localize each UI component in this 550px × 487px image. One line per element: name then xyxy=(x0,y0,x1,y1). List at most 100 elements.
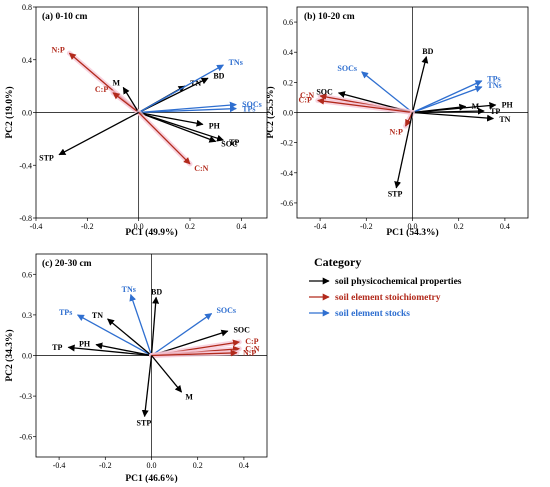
vector-tn: TN xyxy=(92,311,152,356)
vector-label: C:N xyxy=(245,344,259,353)
panel-title: (c) 20-30 cm xyxy=(42,258,92,269)
legend-label-stoichiometry: soil element stoichiometry xyxy=(335,293,441,303)
vector-arrow xyxy=(150,296,160,356)
vector-tp: TP xyxy=(138,111,239,147)
x-tick-label: -0.4 xyxy=(314,222,327,231)
legend: Category soil physicochemical properties… xyxy=(309,255,462,319)
vector-label: N:P xyxy=(243,349,256,358)
x-tick-label: 0.0 xyxy=(147,461,157,470)
vector-arrow xyxy=(412,107,485,115)
x-tick-label: 0.4 xyxy=(236,222,246,231)
vector-arrow xyxy=(138,111,225,142)
vector-tp: TP xyxy=(52,343,152,357)
vector-arrow xyxy=(412,102,497,114)
x-tick-label: -0.4 xyxy=(30,222,43,231)
vector-ph: PH xyxy=(412,100,514,114)
x-axis-label: PC1 (54.3%) xyxy=(386,227,438,238)
vector-socs: SOCs xyxy=(138,100,262,114)
vector-arrow xyxy=(138,111,204,127)
y-tick-label: 0.0 xyxy=(22,352,32,361)
legend-item-physicochemical: soil physicochemical properties xyxy=(309,277,462,287)
vector-arrow xyxy=(412,111,495,122)
y-tick-label: 0.2 xyxy=(283,78,293,87)
vector-m: M xyxy=(150,355,193,402)
vector-label: SOCs xyxy=(337,64,357,73)
x-tick-label: 0.2 xyxy=(193,461,203,470)
panel-3: -0.4 -0.2 0.0 0.2 0.4 -0.6 -0.3 0.0 0.3 0.6 (c) 20… xyxy=(4,253,268,484)
legend-title: Category xyxy=(314,255,361,269)
y-tick-label: 0.0 xyxy=(283,109,293,118)
vector-arrow xyxy=(67,344,152,357)
vector-label: TNs xyxy=(487,81,501,90)
legend-label-stocks: soil element stocks xyxy=(335,309,410,319)
x-tick-label: 0.4 xyxy=(500,222,510,231)
vector-label: SOC xyxy=(233,325,250,334)
vector-label: TP xyxy=(52,343,62,352)
y-tick-label: -0.4 xyxy=(19,161,32,170)
vector-label: SOCs xyxy=(216,306,236,315)
vector-tns: TNs xyxy=(412,81,502,114)
y-tick-label: -0.6 xyxy=(19,433,32,442)
y-tick-label: 0.8 xyxy=(22,3,32,12)
x-tick-label: 0.2 xyxy=(185,222,195,231)
vector-arrow xyxy=(129,293,153,356)
legend-item-stocks: soil element stocks xyxy=(309,309,410,319)
y-axis-label: PC2 (19.0%) xyxy=(4,86,15,138)
x-tick-label: -0.2 xyxy=(99,461,112,470)
y-tick-label: -0.3 xyxy=(19,392,32,401)
vector-tps: TPs xyxy=(412,74,501,114)
panel-title: (b) 10-20 cm xyxy=(304,11,355,22)
x-tick-label: -0.2 xyxy=(81,222,94,231)
vector-label: M xyxy=(113,78,121,87)
vector-label: SOC xyxy=(221,140,238,149)
vector-label: TPs xyxy=(242,104,255,113)
x-tick-label: 0.4 xyxy=(239,461,249,470)
vector-bd: BD xyxy=(138,72,225,114)
vector-arrow xyxy=(138,112,191,165)
vector-label: STP xyxy=(137,418,152,427)
y-tick-label: 0.0 xyxy=(22,109,32,118)
panel-2: -0.4 -0.2 0.0 0.2 0.4 -0.6 -0.4 -0.2 0.0 0.2 0.4 0.… xyxy=(265,6,529,238)
vector-arrow xyxy=(141,355,153,418)
vector-arrow xyxy=(404,112,414,127)
vector-arrow xyxy=(150,355,183,393)
vector-bd: BD xyxy=(411,47,434,113)
vector-label: SOC xyxy=(316,87,333,96)
vector-arrow xyxy=(112,92,140,114)
vector-arrow xyxy=(412,80,483,114)
vector-socs: SOCs xyxy=(151,306,236,357)
vector-label: PH xyxy=(209,121,221,130)
x-tick-label: 0.0 xyxy=(408,222,418,231)
vector-socs: SOCs xyxy=(337,64,413,114)
vector-label: PH xyxy=(79,340,91,349)
vector-label: C:N xyxy=(194,164,208,173)
vector-stp: STP xyxy=(137,355,153,427)
vector-label: STP xyxy=(388,190,403,199)
vector-arrow xyxy=(138,101,237,114)
vector-label: M xyxy=(185,393,193,402)
vector-label: SOCs xyxy=(242,100,262,109)
vector-tps: TPs xyxy=(59,308,152,357)
vector-tns: TNs xyxy=(138,58,243,114)
x-tick-label: -0.2 xyxy=(360,222,373,231)
vector-label: TN xyxy=(92,311,103,320)
vector-label: PH xyxy=(502,100,514,109)
vector-label: TPs xyxy=(487,74,500,83)
vector-arrow xyxy=(361,71,413,114)
vector-c-p: C:P xyxy=(299,96,415,115)
vector-arrow xyxy=(138,64,224,114)
vector-bd: BD xyxy=(150,287,162,356)
vector-label: TN xyxy=(499,115,510,124)
vector-label: STP xyxy=(39,154,54,163)
vector-arrow xyxy=(138,105,237,114)
vector-arrow xyxy=(394,112,414,189)
vector-label: BD xyxy=(422,47,433,56)
y-axis-label: PC2 (34.3%) xyxy=(4,329,15,381)
y-axis-label: PC2 (25.5%) xyxy=(265,86,276,138)
vector-label: TNs xyxy=(229,58,243,67)
panel-1: -0.4 -0.2 0.0 0.2 0.4-0.8-0.40.00.40.8(a) 0-… xyxy=(4,3,268,238)
vector-stp: STP xyxy=(39,111,139,163)
vector-label: BD xyxy=(213,72,224,81)
vector-arrow xyxy=(95,342,152,357)
